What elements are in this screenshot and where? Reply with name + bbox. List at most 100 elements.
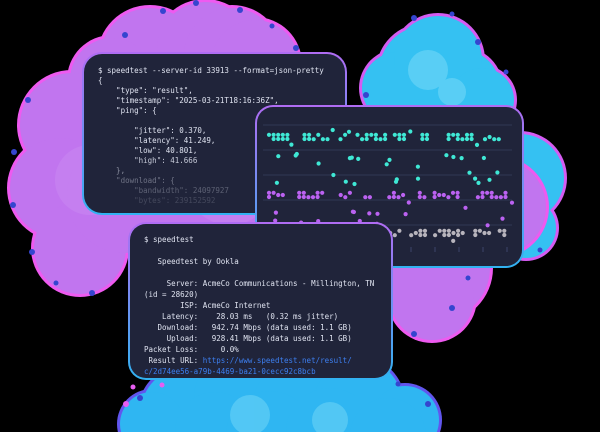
terminal-line: "bandwidth": 24097927: [98, 186, 229, 195]
data-dot: [455, 194, 460, 200]
data-dot: [397, 132, 402, 137]
data-dot: [415, 176, 421, 181]
data-dot: [417, 190, 422, 195]
data-dot: [387, 157, 392, 162]
data-dot: [446, 195, 451, 200]
data-dot: [473, 232, 478, 238]
data-dot: [500, 216, 505, 221]
data-dot: [475, 195, 480, 200]
data-dot: [266, 194, 272, 200]
data-dot: [406, 200, 411, 205]
data-dot: [320, 190, 325, 195]
terminal-text: Result URL:: [144, 356, 203, 365]
data-dot: [413, 230, 418, 236]
data-dot: [280, 136, 285, 142]
data-dot: [392, 233, 397, 238]
purple-cloud-speckles: [10, 0, 543, 337]
data-dot: [424, 136, 430, 142]
data-dot: [316, 161, 321, 166]
terminal-line: "download": {: [98, 176, 175, 185]
data-dot: [285, 132, 290, 137]
data-dot: [302, 132, 307, 137]
data-dot: [271, 190, 276, 195]
terminal-line: $ speedtest --server-id 33913 --format=j…: [98, 66, 324, 75]
data-dot: [485, 223, 490, 228]
data-dot: [418, 232, 423, 238]
data-dot: [375, 211, 380, 216]
data-dot: [391, 194, 396, 200]
data-dot: [417, 194, 422, 200]
terminal-line: {: [98, 76, 103, 85]
data-dot: [415, 164, 420, 169]
data-dot: [502, 232, 507, 238]
data-dot: [297, 194, 302, 200]
json-terminal-body: $ speedtest --server-id 33913 --format=j…: [98, 66, 339, 206]
data-dot: [432, 190, 437, 195]
data-dot: [364, 136, 369, 142]
data-dot: [446, 232, 451, 238]
data-dot: [276, 136, 281, 142]
data-dot: [378, 137, 383, 142]
result-url-link[interactable]: c/2d74ee56-a79b-4469-ba21-0cecc92c8bcb: [144, 367, 316, 376]
data-dot: [360, 137, 365, 142]
data-dot: [485, 190, 490, 195]
data-dot: [383, 132, 388, 137]
data-dot: [364, 132, 369, 137]
data-dot: [482, 230, 487, 236]
data-dot: [355, 132, 360, 137]
data-dot: [489, 194, 494, 200]
data-dot: [346, 129, 352, 134]
terminal-text: Speedtest by Ookla: [144, 257, 239, 266]
terminal-text: Server: AcmeCo Communications - Millingt…: [144, 279, 375, 288]
data-dot: [422, 195, 427, 200]
data-dot: [294, 151, 299, 157]
data-dot: [502, 228, 507, 233]
terminal-line: "ping": {: [98, 106, 157, 115]
data-dot: [503, 194, 508, 200]
terminal-text: Packet Loss: 0.0%: [144, 345, 239, 354]
data-dot: [473, 176, 478, 181]
data-dot: [480, 190, 485, 195]
data-dot: [396, 195, 401, 200]
data-dot: [477, 228, 482, 233]
terminal-line: },: [98, 166, 126, 175]
terminal-line: ISP: AcmeCo Internet: [144, 300, 385, 311]
data-dot: [442, 228, 447, 233]
terminal-line: Server: AcmeCo Communications - Millingt…: [144, 278, 385, 289]
data-dot: [474, 142, 480, 147]
terminal-line: c/2d74ee56-a79b-4469-ba21-0cecc92c8bcb: [144, 366, 385, 377]
data-dot: [393, 179, 399, 184]
result-url-link[interactable]: https://www.speedtest.net/result/: [202, 356, 352, 365]
data-dot: [496, 137, 501, 142]
data-dot: [456, 232, 461, 238]
terminal-text: Upload: 928.41 Mbps (data used: 1.1 GB): [144, 334, 352, 343]
data-dot: [310, 195, 316, 200]
data-dot: [446, 136, 451, 142]
data-dot: [356, 156, 361, 161]
terminal-line: (id = 28620): [144, 289, 385, 300]
data-dot: [451, 154, 456, 160]
data-dot: [469, 132, 474, 137]
data-dot: [492, 137, 497, 142]
data-dot: [495, 170, 500, 175]
data-dot: [481, 155, 486, 161]
terminal-text: Download: 942.74 Mbps (data used: 1.1 GB…: [144, 323, 352, 332]
data-dot: [473, 228, 478, 233]
terminal-line: "high": 41.666: [98, 156, 198, 165]
data-dot: [289, 142, 294, 147]
terminal-text: (id = 28620): [144, 290, 199, 299]
data-dot: [338, 137, 343, 142]
data-dot: [432, 194, 437, 200]
data-dot: [276, 154, 281, 159]
data-dot: [451, 238, 456, 243]
data-dot: [273, 218, 278, 223]
data-dot: [401, 192, 406, 198]
speedtest-terminal-body: $ speedtest Speedtest by Ookla Server: A…: [144, 234, 385, 377]
data-dot: [280, 132, 285, 137]
data-dot: [363, 195, 368, 200]
data-dot: [297, 190, 302, 195]
data-dot: [367, 211, 372, 216]
terminal-line: Upload: 928.41 Mbps (data used: 1.1 GB): [144, 333, 385, 344]
data-dot: [306, 195, 311, 200]
